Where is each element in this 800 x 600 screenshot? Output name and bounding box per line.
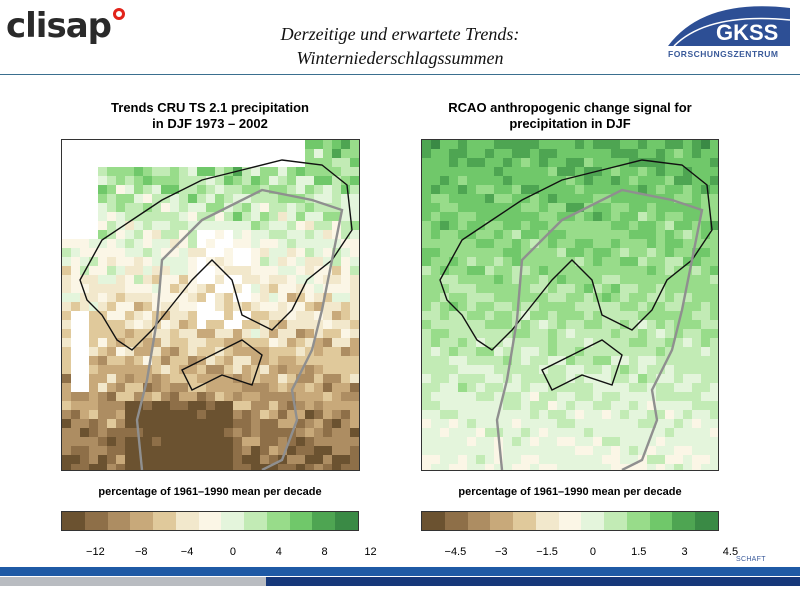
colorbar-swatch [672, 512, 696, 530]
left-panel-title-line1: Trends CRU TS 2.1 precipitation [111, 100, 309, 115]
colorbar-tick-label: 1.5 [631, 546, 647, 558]
colorbar-swatch [153, 512, 176, 530]
map-grid [62, 140, 359, 470]
colorbar-tick-label: −4 [180, 546, 194, 558]
footer-bar-grey [0, 577, 266, 586]
footer-text: SCHAFT [736, 556, 766, 563]
right-map-canvas [422, 140, 718, 470]
colorbar-tick-label: 3 [681, 546, 688, 558]
gkss-logo-mark-icon: GKSS [668, 6, 791, 47]
right-panel-title-line2: precipitation in DJF [509, 116, 631, 131]
colorbar-swatch [422, 512, 445, 530]
left-colorbar-label: percentage of 1961–1990 mean per decade [98, 486, 322, 498]
colorbar-swatch [695, 512, 718, 530]
colorbar-tick-label: −1.5 [536, 546, 558, 558]
left-colorbar-ticks: −12 −8 −4 0 4 8 12 [61, 546, 377, 560]
map-grid [422, 140, 718, 470]
colorbar-tick-label: 0 [589, 546, 596, 558]
colorbar-swatch [84, 512, 108, 530]
right-colorbar-ticks: −4.5 −3 −1.5 0 1.5 3 4.5 [421, 546, 739, 560]
colorbar-tick-label: −8 [134, 546, 148, 558]
colorbar-swatch [467, 512, 491, 530]
right-colorbar [421, 511, 719, 531]
gkss-logo-subtitle: FORSCHUNGSZENTRUM [668, 49, 779, 59]
colorbar-swatch [649, 512, 673, 530]
left-panel-title-line2: in DJF 1973 – 2002 [152, 116, 268, 131]
colorbar-swatch [626, 512, 650, 530]
colorbar-tick-label: 4.5 [722, 546, 739, 558]
clisap-logo-ring-icon [112, 8, 125, 20]
domain-boundary [135, 188, 344, 470]
right-colorbar-label: percentage of 1961–1990 mean per decade [458, 486, 682, 498]
colorbar-tick-label: 0 [229, 546, 236, 558]
left-map [61, 139, 360, 471]
colorbar-swatch [558, 512, 582, 530]
colorbar-tick-label: 4 [275, 546, 282, 558]
colorbar-swatch [490, 512, 514, 530]
colorbar-swatch [444, 512, 468, 530]
colorbar-swatch [175, 512, 199, 530]
colorbar-tick-label: 12 [364, 546, 377, 558]
right-panel-title-line1: RCAO anthropogenic change signal for [448, 100, 692, 115]
colorbar-swatch [62, 512, 85, 530]
page-title-line2: Winterniederschlagssummen [296, 48, 504, 68]
left-panel-title: Trends CRU TS 2.1 precipitation in DJF 1… [60, 100, 360, 132]
clisap-logo: clisap [6, 6, 125, 46]
colorbar-swatch [244, 512, 267, 530]
colorbar-swatch [312, 512, 336, 530]
page-title-line1: Derzeitige und erwartete Trends: [280, 24, 520, 44]
colorbar-swatch [335, 512, 358, 530]
coastline [439, 159, 713, 391]
right-map [421, 139, 719, 471]
footer-bar-navy [266, 577, 800, 586]
page-title: Derzeitige und erwartete Trends: Wintern… [200, 22, 600, 70]
right-panel-title: RCAO anthropogenic change signal for pre… [420, 100, 720, 132]
gkss-logo-text: GKSS [716, 20, 778, 45]
header-divider [0, 74, 800, 75]
colorbar-swatch [198, 512, 222, 530]
colorbar-swatch [107, 512, 131, 530]
colorbar-swatch [289, 512, 313, 530]
colorbar-swatch [266, 512, 290, 530]
colorbar-swatch [604, 512, 627, 530]
colorbar-tick-label: −12 [86, 546, 105, 558]
left-colorbar [61, 511, 359, 531]
colorbar-swatch [130, 512, 154, 530]
colorbar-tick-label: −3 [494, 546, 508, 558]
left-map-canvas [62, 140, 359, 470]
gkss-logo: GKSS [664, 2, 794, 62]
colorbar-swatch [581, 512, 605, 530]
colorbar-tick-label: −4.5 [444, 546, 467, 558]
colorbar-tick-label: 8 [321, 546, 328, 558]
footer-bar-blue [0, 567, 800, 576]
clisap-logo-text: clisap [6, 6, 112, 46]
colorbar-swatch [221, 512, 245, 530]
domain-boundary [495, 188, 704, 470]
colorbar-swatch [535, 512, 559, 530]
coastline [79, 159, 353, 391]
colorbar-swatch [513, 512, 536, 530]
